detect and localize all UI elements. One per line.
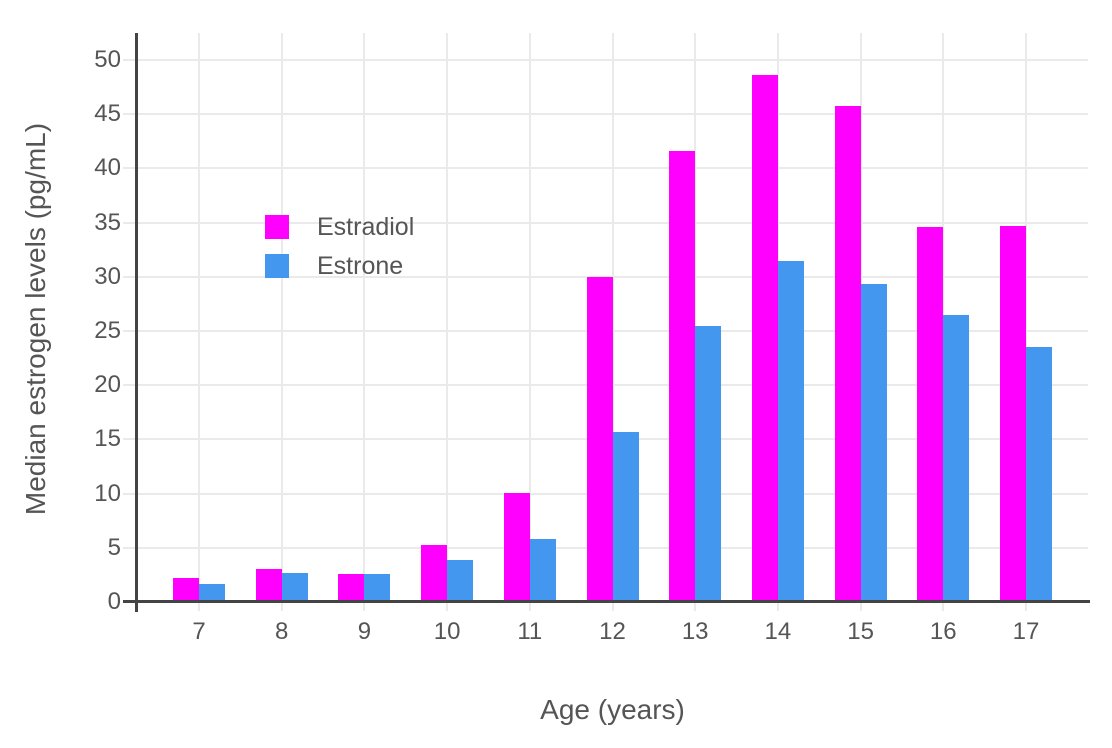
bar-estrone-age-17 — [1025, 347, 1052, 602]
x-tick — [611, 603, 614, 611]
x-tick — [776, 603, 779, 611]
y-tick — [123, 330, 137, 333]
legend-item-estrone[interactable]: Estrone — [265, 253, 414, 279]
x-tick — [198, 603, 201, 611]
x-gridline — [446, 33, 449, 602]
x-tick — [859, 603, 862, 611]
bar-estradiol-age-13 — [669, 151, 696, 602]
y-tick — [123, 59, 137, 62]
bar-estrone-age-13 — [695, 325, 722, 602]
x-gridline — [611, 33, 614, 602]
y-tick — [123, 438, 137, 441]
x-tick — [446, 603, 449, 611]
x-tick-label: 9 — [357, 618, 372, 645]
bar-estrone-age-10 — [447, 559, 474, 602]
x-tick — [528, 603, 531, 611]
x-tick-label: 16 — [929, 618, 957, 645]
bar-estradiol-age-15 — [834, 105, 861, 602]
x-tick — [363, 603, 366, 611]
bar-estrone-age-8 — [281, 572, 308, 602]
x-gridline — [363, 33, 366, 602]
x-tick — [942, 603, 945, 611]
x-tick-label: 12 — [599, 618, 626, 645]
y-tick-label: 15 — [94, 425, 121, 453]
y-tick — [123, 113, 137, 116]
y-tick-label: 25 — [94, 317, 121, 345]
bar-estradiol-age-16 — [917, 227, 944, 602]
x-tick-label: 14 — [764, 618, 792, 645]
x-gridline — [1024, 33, 1027, 602]
bar-estradiol-age-17 — [999, 225, 1026, 602]
x-tick-label: 8 — [275, 618, 289, 645]
legend-item-estradiol[interactable]: Estradiol — [265, 214, 414, 240]
x-tick-label: 10 — [433, 618, 461, 645]
x-gridline — [280, 33, 283, 602]
bar-estradiol-age-11 — [503, 492, 530, 602]
y-tick — [123, 492, 137, 495]
legend-label-estradiol: Estradiol — [317, 213, 415, 241]
bar-estrone-age-11 — [529, 539, 556, 602]
x-tick-label: 13 — [681, 618, 709, 645]
x-tick-label: 11 — [517, 618, 543, 645]
bar-estradiol-age-12 — [586, 276, 613, 602]
y-tick — [123, 384, 137, 387]
estradiol-swatch-icon — [265, 215, 289, 239]
bar-estradiol-age-9 — [338, 573, 365, 602]
y-axis-line — [135, 33, 138, 612]
x-tick-label: 7 — [192, 618, 206, 645]
bar-estrone-age-15 — [860, 284, 887, 602]
bar-estrone-age-12 — [612, 431, 639, 602]
legend-label-estrone: Estrone — [317, 252, 404, 280]
y-tick-label: 5 — [107, 533, 121, 561]
y-tick-label: 35 — [94, 208, 121, 236]
y-tick-label: 30 — [94, 262, 121, 290]
x-tick — [694, 603, 697, 611]
y-tick — [123, 546, 137, 549]
x-gridline — [198, 33, 201, 602]
y-tick-label: 0 — [107, 588, 121, 615]
x-axis-line — [123, 600, 1090, 603]
y-tick — [123, 275, 137, 278]
y-tick-label: 50 — [94, 46, 121, 74]
bar-estrone-age-14 — [777, 260, 804, 602]
x-axis-title: Age (years) — [540, 694, 685, 725]
bar-estrone-age-7 — [199, 583, 226, 602]
x-tick — [1024, 603, 1027, 611]
bar-estradiol-age-8 — [255, 569, 282, 602]
y-tick-label: 10 — [94, 479, 121, 507]
legend: Estradiol Estrone — [265, 214, 414, 292]
bar-estradiol-age-10 — [421, 544, 448, 602]
y-tick-label: 40 — [94, 154, 121, 182]
estrone-swatch-icon — [265, 254, 289, 278]
x-gridline — [528, 33, 531, 602]
bar-estradiol-age-14 — [751, 75, 778, 602]
y-tick-label: 45 — [94, 100, 121, 128]
x-tick — [280, 603, 283, 611]
x-tick-label: 17 — [1012, 618, 1040, 645]
y-tick — [123, 167, 137, 170]
bar-estrone-age-16 — [943, 314, 970, 602]
x-gridline — [694, 33, 697, 602]
y-tick — [123, 221, 137, 224]
bar-estrone-age-9 — [364, 573, 391, 602]
bar-estradiol-age-7 — [173, 578, 200, 602]
y-tick-label: 20 — [94, 371, 121, 399]
x-tick-label: 15 — [847, 618, 874, 645]
